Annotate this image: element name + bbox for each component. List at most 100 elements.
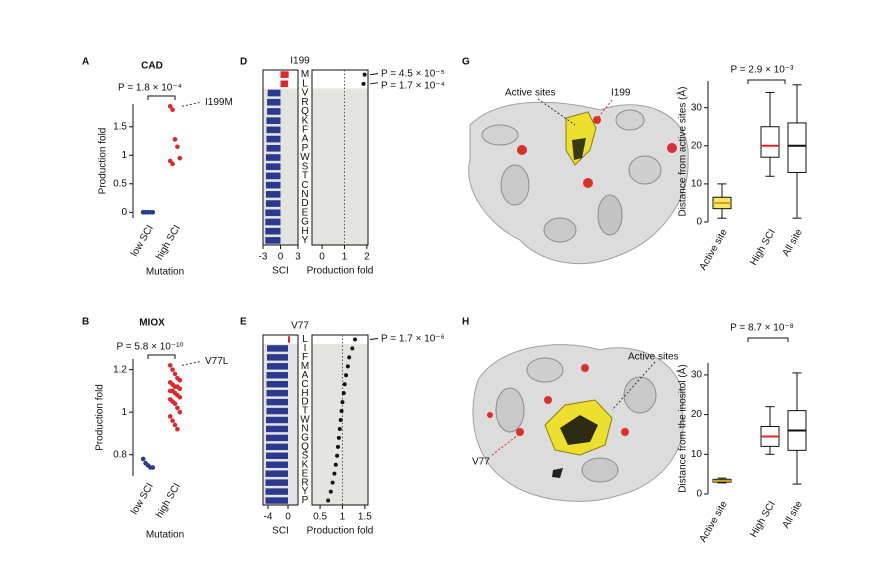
data-point — [143, 210, 148, 215]
bar — [266, 372, 288, 379]
category-label: V — [302, 88, 309, 99]
x-axis-label: Mutation — [146, 530, 184, 541]
data-point — [150, 465, 156, 470]
data-point — [362, 72, 367, 77]
x-tick-label: High SCI — [748, 227, 778, 267]
x-tick-label: low SCI — [129, 481, 156, 516]
x-tick-label: 1 — [340, 512, 346, 523]
y-tick-label: 20 — [691, 409, 703, 420]
shading — [263, 343, 298, 505]
box — [787, 122, 807, 173]
data-point — [330, 480, 335, 485]
bar — [266, 425, 288, 433]
bar — [288, 336, 290, 343]
y-axis-label: Production fold — [95, 384, 106, 451]
bar — [266, 135, 281, 143]
data-point — [177, 377, 183, 383]
category-label: R — [301, 477, 308, 488]
category-label: W — [300, 152, 310, 163]
leader-line — [369, 73, 379, 76]
bar — [265, 497, 288, 504]
panel-letter: B — [82, 317, 89, 328]
bar — [265, 209, 281, 217]
panel-letter: H — [462, 317, 469, 328]
x-tick-label: All site — [781, 499, 805, 530]
category-label: S — [302, 450, 309, 461]
bar — [280, 80, 289, 88]
x-tick-label: -4 — [264, 512, 273, 523]
bar — [265, 237, 281, 244]
panel-title: CAD — [141, 61, 163, 72]
bar — [266, 461, 288, 468]
category-label: H — [301, 226, 308, 237]
p-value: P = 4.5 × 10⁻⁵ — [381, 69, 445, 80]
bar — [266, 407, 288, 415]
x-tick-label: 0 — [278, 252, 284, 263]
bar — [266, 452, 288, 460]
bar — [267, 108, 281, 115]
data-point — [175, 405, 180, 411]
data-point — [338, 418, 343, 422]
highlight-label: V77L — [205, 356, 229, 367]
data-point — [335, 453, 340, 458]
y-axis-label: Distance from active sites (Å) — [676, 86, 689, 216]
data-point — [345, 364, 350, 369]
data-point — [350, 346, 355, 351]
data-point — [172, 422, 178, 428]
x-tick-label: high SCI — [154, 481, 183, 520]
y-tick-label: 30 — [691, 102, 703, 113]
category-label: Q — [301, 441, 309, 452]
data-point — [341, 391, 346, 396]
data-point — [177, 386, 183, 392]
x-tick-label: Active site — [698, 499, 731, 544]
data-point — [175, 144, 180, 150]
x-tick-label: 0 — [319, 252, 325, 263]
y-tick-label: 20 — [691, 140, 703, 151]
y-tick-label: 0.5 — [113, 178, 127, 189]
category-label: R — [301, 97, 308, 108]
data-point — [336, 435, 341, 440]
y-axis-label: Production fold — [98, 128, 109, 195]
data-point — [167, 363, 173, 368]
x-tick-label: 1 — [342, 252, 348, 263]
data-point — [344, 373, 349, 378]
image-label: Active sites — [628, 352, 679, 363]
x-tick-label: Active site — [698, 227, 731, 272]
category-label: P — [302, 495, 309, 506]
category-label: Q — [301, 106, 309, 117]
category-label: L — [302, 78, 308, 89]
bar — [266, 389, 288, 397]
data-point — [337, 426, 342, 431]
y-tick-label: 1.5 — [113, 121, 127, 132]
panel-title: V77 — [291, 321, 309, 332]
plot-frame — [311, 69, 369, 246]
category-label: I — [304, 343, 307, 354]
leader-line — [181, 101, 202, 107]
category-label: M — [301, 69, 309, 80]
data-point — [170, 107, 175, 112]
x-axis-label: Production fold — [307, 526, 374, 537]
data-point — [326, 498, 331, 503]
category-label: C — [301, 379, 308, 390]
plot-frame — [262, 334, 299, 506]
panel-letter: D — [240, 57, 247, 68]
category-label: E — [302, 207, 309, 218]
data-point — [172, 371, 178, 377]
x-tick-label: High SCI — [748, 499, 778, 539]
bar — [266, 434, 288, 442]
x-tick-label: 2 — [364, 252, 370, 263]
y-tick-label: 10 — [691, 449, 703, 460]
bracket — [747, 337, 789, 342]
y-tick-label: 10 — [691, 179, 703, 190]
y-tick-label: 1.2 — [113, 364, 127, 375]
data-point — [335, 444, 340, 449]
x-axis-label: SCI — [272, 526, 289, 537]
y-tick-label: 30 — [691, 370, 703, 381]
y-tick-label: 0 — [696, 489, 702, 500]
bar — [280, 71, 289, 78]
data-point — [140, 456, 146, 462]
bar — [265, 172, 281, 180]
bar — [265, 200, 281, 207]
category-label: L — [302, 334, 308, 345]
plot-frame — [311, 334, 369, 506]
